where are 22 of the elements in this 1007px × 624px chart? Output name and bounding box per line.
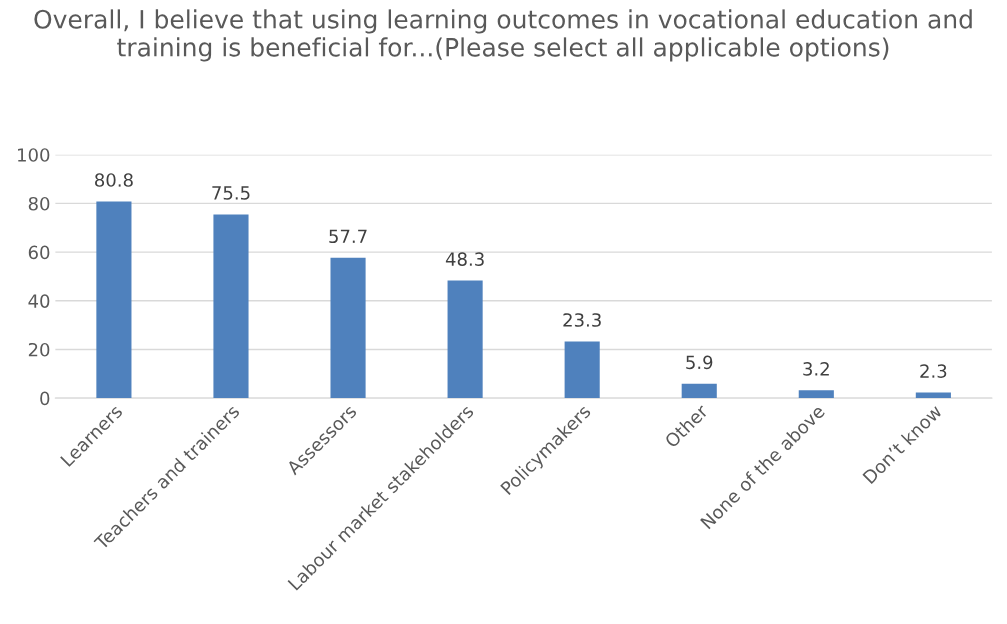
bar bbox=[681, 383, 717, 399]
y-tick-label: 100 bbox=[18, 148, 50, 162]
y-tick-label: 80 bbox=[28, 196, 50, 211]
data-label: 57.7 bbox=[329, 229, 367, 244]
bar bbox=[447, 280, 483, 399]
data-label: 5.9 bbox=[686, 355, 713, 370]
data-label: 23.3 bbox=[563, 313, 601, 327]
chart-title: Overall, I believe that using learning outcomes in vocational education and training is beneficial for...(Please select all applicable options) bbox=[34, 9, 972, 62]
bar bbox=[96, 201, 132, 399]
y-tick-label: 20 bbox=[28, 342, 50, 357]
bar bbox=[330, 257, 366, 399]
data-label: 2.3 bbox=[920, 364, 947, 378]
y-tick-label: 0 bbox=[40, 391, 50, 406]
data-label: 48.3 bbox=[445, 252, 484, 266]
data-label: 80.8 bbox=[95, 173, 133, 187]
bar bbox=[798, 390, 834, 399]
y-tick-label: 40 bbox=[28, 294, 50, 308]
data-label: 75.5 bbox=[212, 186, 250, 200]
y-tick-label: 60 bbox=[28, 245, 50, 260]
data-label: 3.2 bbox=[803, 362, 829, 376]
bar bbox=[564, 341, 600, 399]
bar bbox=[213, 214, 249, 399]
